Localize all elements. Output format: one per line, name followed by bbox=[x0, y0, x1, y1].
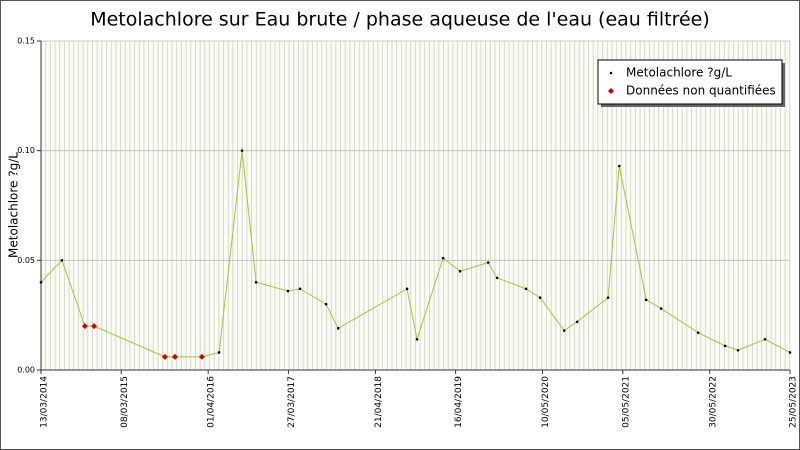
x-tick-label: 01/04/2016 bbox=[207, 376, 217, 428]
point bbox=[723, 344, 727, 348]
point bbox=[39, 280, 43, 284]
x-tick-label: 16/04/2019 bbox=[454, 376, 464, 428]
point bbox=[524, 287, 528, 291]
y-tick-label: 0.10 bbox=[17, 146, 35, 155]
point bbox=[644, 298, 648, 302]
point bbox=[788, 351, 792, 354]
point bbox=[606, 296, 610, 299]
point bbox=[91, 323, 98, 330]
legend bbox=[597, 59, 783, 105]
chart-title: Metolachlore sur Eau brute / phase aqueu… bbox=[90, 9, 710, 31]
point bbox=[441, 256, 445, 260]
point bbox=[696, 331, 700, 335]
legend-marker bbox=[608, 88, 614, 94]
legend-label: Metolachlore ?g/L bbox=[626, 66, 732, 80]
point bbox=[659, 307, 663, 310]
point bbox=[81, 323, 88, 330]
y-tick-label: 0.00 bbox=[17, 366, 35, 375]
x-tick-label: 05/05/2021 bbox=[621, 376, 631, 428]
point bbox=[217, 351, 221, 354]
legend-marker bbox=[609, 71, 613, 75]
x-tick-label: 30/05/2022 bbox=[708, 376, 718, 428]
y-tick-label: 0.15 bbox=[17, 37, 35, 46]
x-tick-label: 13/03/2014 bbox=[40, 376, 50, 428]
point bbox=[617, 164, 621, 168]
point bbox=[415, 337, 419, 341]
point bbox=[736, 348, 740, 352]
x-tick-label: 21/04/2018 bbox=[374, 376, 384, 428]
point bbox=[562, 329, 566, 332]
point bbox=[763, 337, 767, 341]
point bbox=[575, 320, 579, 324]
point bbox=[161, 353, 168, 360]
x-tick-label: 08/03/2015 bbox=[120, 376, 130, 428]
point bbox=[298, 287, 302, 291]
x-tick-label: 27/03/2017 bbox=[287, 376, 297, 428]
point bbox=[458, 270, 462, 273]
point bbox=[286, 289, 290, 293]
legend-label: Données non quantifiées bbox=[626, 84, 776, 98]
point bbox=[60, 259, 64, 262]
point bbox=[495, 276, 499, 280]
point bbox=[254, 280, 258, 284]
x-tick-label: 10/05/2020 bbox=[541, 376, 551, 428]
y-axis-label: Metolachlore ?g/L bbox=[7, 152, 21, 258]
point bbox=[538, 296, 542, 299]
point bbox=[240, 149, 244, 152]
y-tick-label: 0.05 bbox=[17, 256, 35, 265]
point bbox=[405, 287, 409, 291]
x-tick-label: 25/05/2023 bbox=[789, 376, 799, 428]
point bbox=[171, 353, 178, 360]
point bbox=[324, 302, 328, 306]
point bbox=[336, 327, 340, 330]
point bbox=[486, 261, 490, 264]
point bbox=[198, 353, 205, 360]
